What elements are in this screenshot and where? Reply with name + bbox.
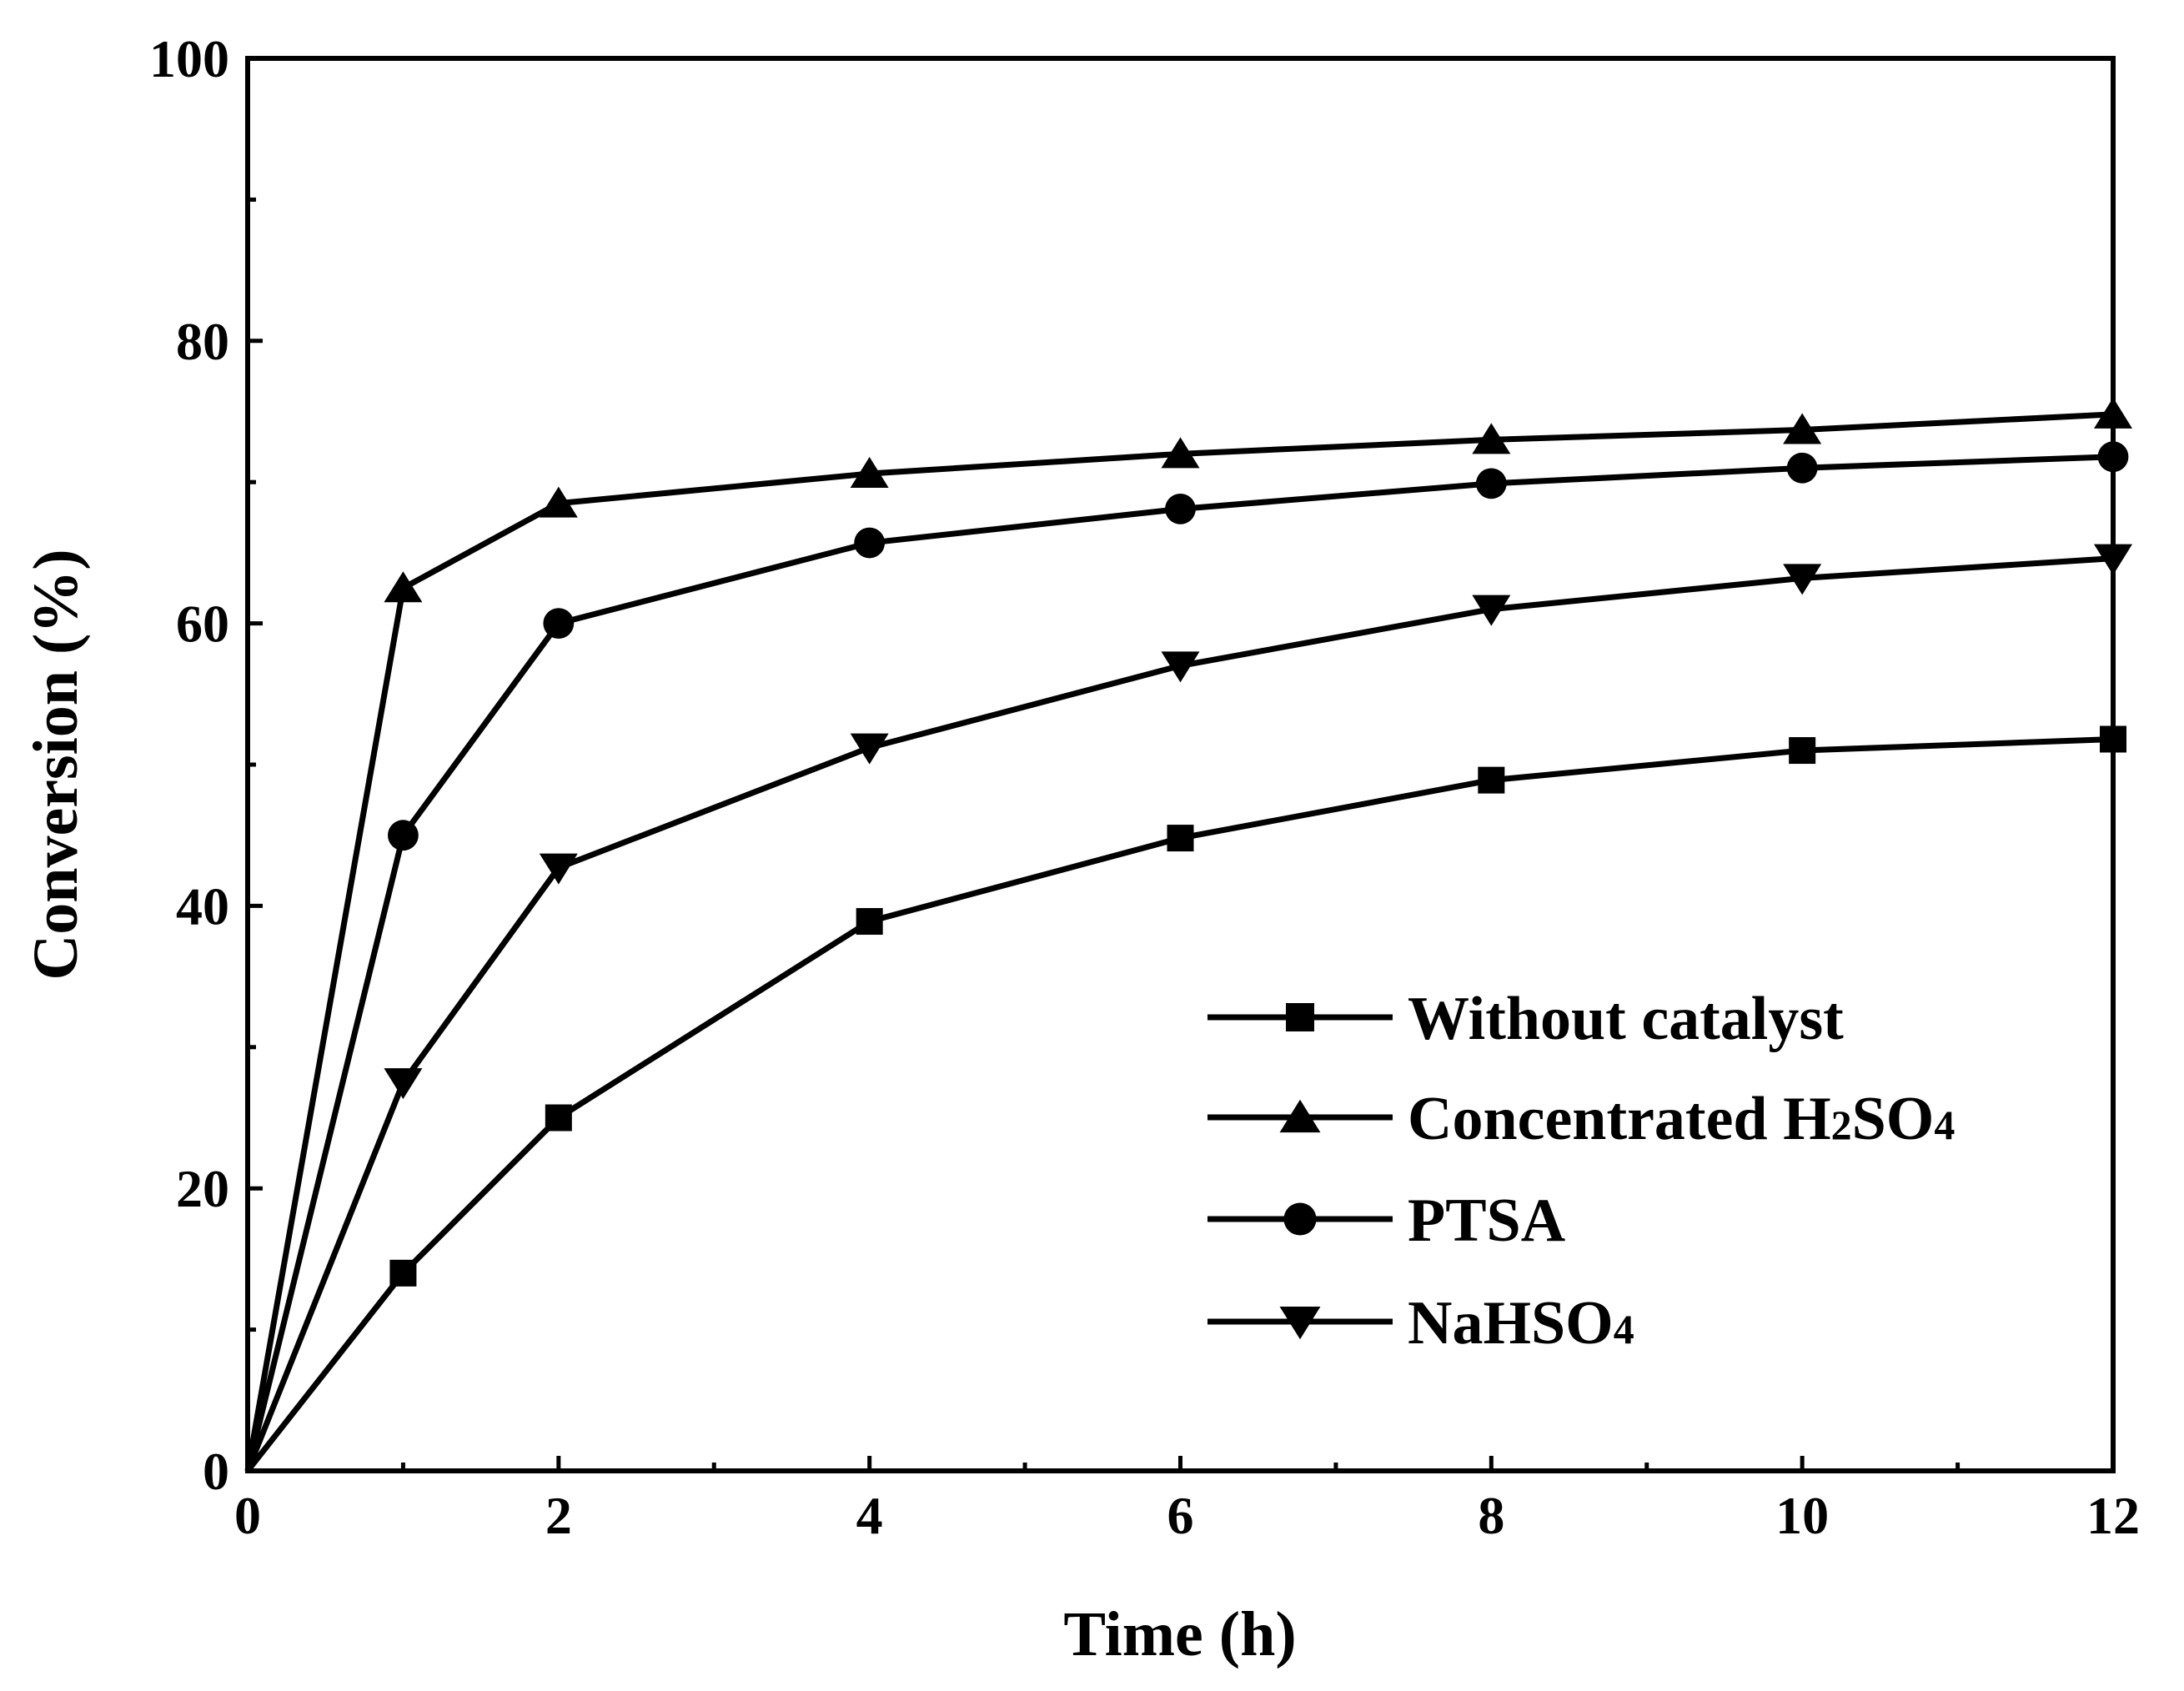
data-point-marker bbox=[1167, 825, 1194, 852]
data-point-marker bbox=[1786, 452, 1818, 484]
legend-label-text: SO bbox=[1852, 1085, 1935, 1153]
y-tick-label: 80 bbox=[176, 312, 229, 371]
series-square bbox=[245, 725, 2126, 1473]
data-point-marker bbox=[545, 1104, 572, 1132]
x-tick-label: 4 bbox=[856, 1486, 883, 1545]
data-point-marker bbox=[1472, 595, 1511, 626]
data-point-marker bbox=[389, 1259, 417, 1287]
data-point-marker bbox=[1165, 493, 1196, 524]
x-tick-label: 8 bbox=[1478, 1486, 1504, 1545]
legend-label: NaHSO4 bbox=[1408, 1289, 1634, 1357]
y-tick-label: 0 bbox=[203, 1442, 229, 1501]
data-point-marker bbox=[1475, 468, 1507, 499]
legend-entry: NaHSO4 bbox=[1207, 1289, 1634, 1357]
data-point-marker bbox=[539, 853, 578, 885]
data-point-marker bbox=[1789, 737, 1816, 765]
data-point-marker bbox=[854, 527, 886, 559]
data-point-marker bbox=[384, 1068, 423, 1100]
legend-marker bbox=[1283, 1202, 1317, 1236]
legend-entry: PTSA bbox=[1207, 1187, 1565, 1255]
legend-label-text: NaHSO bbox=[1408, 1289, 1614, 1357]
data-point-marker bbox=[1161, 651, 1200, 683]
x-tick-label: 2 bbox=[545, 1486, 572, 1545]
y-tick-label: 100 bbox=[149, 29, 229, 88]
data-point-marker bbox=[1161, 437, 1200, 469]
data-point-marker bbox=[539, 486, 578, 518]
y-tick-label: 40 bbox=[176, 876, 229, 936]
legend-label-subscript: 4 bbox=[1614, 1306, 1634, 1352]
series-line bbox=[245, 736, 2114, 1473]
data-point-marker bbox=[1472, 423, 1511, 454]
legend-label: Concentrated H2SO4 bbox=[1408, 1085, 1955, 1153]
legend-marker bbox=[1279, 1099, 1321, 1133]
plot-frame bbox=[245, 56, 2116, 1473]
axes-layer: 0 2 4 6 8 10 12 0 20 40 60 80 100 bbox=[149, 29, 2140, 1545]
x-axis-title: Time (h) bbox=[1063, 1599, 1296, 1669]
legend-label-text: Concentrated H bbox=[1408, 1085, 1831, 1153]
x-tick-label: 0 bbox=[234, 1486, 261, 1545]
data-point-marker bbox=[850, 457, 889, 489]
x-tick-label: 12 bbox=[2086, 1486, 2140, 1545]
legend-marker bbox=[1286, 1003, 1314, 1031]
legend-label-subscript: 4 bbox=[1934, 1101, 1955, 1148]
series-layer bbox=[244, 397, 2132, 1473]
legend-label: Without catalyst bbox=[1408, 985, 1844, 1053]
legend-entry: Concentrated H2SO4 bbox=[1207, 1085, 1955, 1153]
y-tick-label: 20 bbox=[176, 1159, 229, 1218]
data-point-marker bbox=[850, 733, 889, 765]
legend-label-subscript: 2 bbox=[1831, 1101, 1852, 1148]
y-tick-label: 60 bbox=[176, 595, 229, 654]
x-tick-label: 10 bbox=[1775, 1486, 1829, 1545]
series-triangle-down bbox=[244, 544, 2132, 1473]
series-line bbox=[244, 411, 2114, 1472]
series-line bbox=[244, 454, 2114, 1472]
data-point-marker bbox=[1783, 413, 1822, 444]
data-point-marker bbox=[384, 571, 423, 603]
data-point-marker bbox=[543, 608, 575, 639]
legend-marker bbox=[1279, 1306, 1321, 1340]
legend-entry: Without catalyst bbox=[1207, 985, 1844, 1053]
y-axis-title: Conversion (%) bbox=[21, 549, 91, 980]
legend-label: PTSA bbox=[1408, 1187, 1565, 1255]
series-line bbox=[244, 555, 2114, 1473]
data-point-marker bbox=[856, 908, 883, 936]
x-tick-label: 6 bbox=[1167, 1486, 1194, 1545]
data-point-marker bbox=[1783, 564, 1822, 595]
data-point-marker bbox=[388, 820, 419, 851]
series-triangle-up bbox=[244, 397, 2132, 1472]
data-point-marker bbox=[1478, 766, 1505, 794]
